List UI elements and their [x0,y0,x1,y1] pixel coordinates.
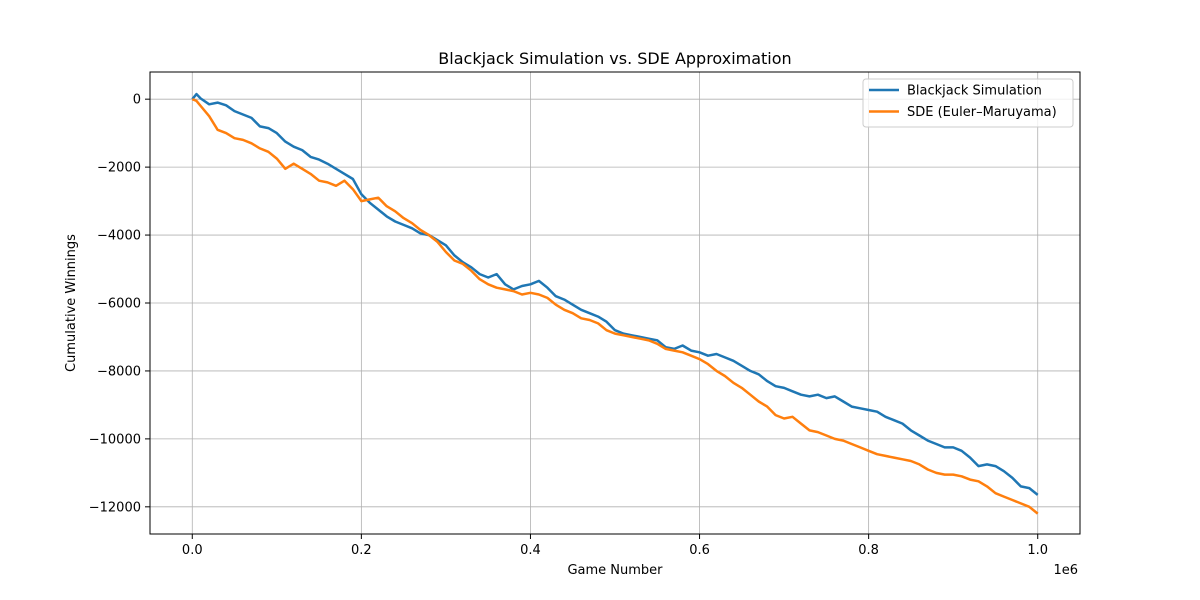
y-tick-label: −2000 [97,161,141,176]
y-tick-label: −10000 [89,432,141,447]
y-tick-label: −8000 [97,364,141,379]
y-tick-label: −4000 [97,229,141,244]
x-tick-label: 0.0 [182,543,203,558]
series-lines [191,92,1039,515]
x-tick-label: 0.6 [689,543,710,558]
x-tick-label: 1.0 [1027,543,1048,558]
legend-label-2: SDE (Euler–Maruyama) [907,105,1057,120]
axis-ticks: 0.0 0.2 0.4 0.6 0.8 1.0 0 −2000 −4000 −6000 −8000 −… [89,93,1048,558]
x-tick-label: 0.4 [520,543,541,558]
chart-title: Blackjack Simulation vs. SDE Approximati… [438,49,791,68]
legend: Blackjack Simulation SDE (Euler–Maruyama) [862,78,1074,128]
legend-box [862,78,1074,128]
legend-label-1: Blackjack Simulation [907,84,1042,99]
x-axis-label: Game Number [567,563,663,578]
series-line-2 [191,98,1039,515]
y-tick-label: −12000 [89,500,141,515]
y-tick-label: 0 [133,93,141,108]
series-line-1 [191,92,1039,496]
x-tick-label: 0.8 [858,543,879,558]
x-tick-label: 0.2 [351,543,372,558]
y-axis-label: Cumulative Winnings [64,234,79,372]
x-axis-offset-label: 1e6 [1053,563,1078,578]
y-tick-label: −6000 [97,297,141,312]
